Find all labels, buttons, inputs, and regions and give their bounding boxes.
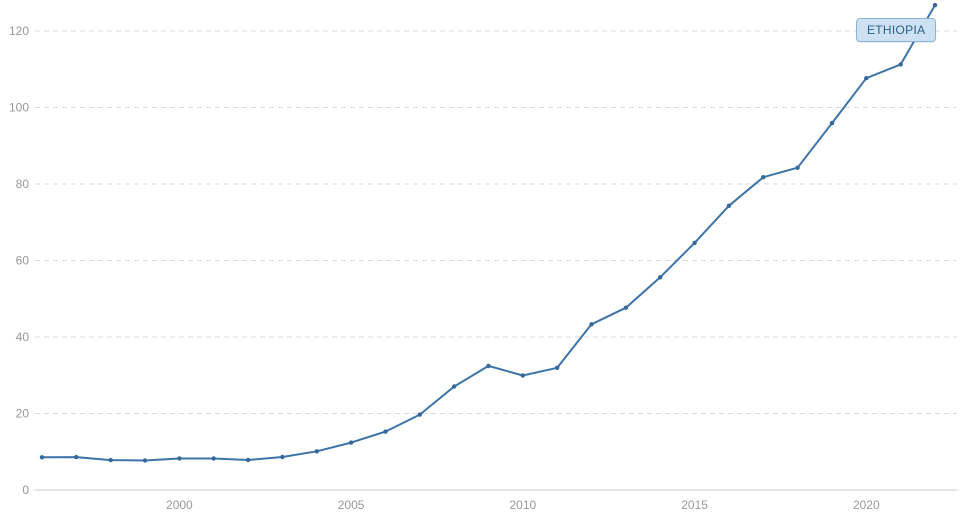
data-point[interactable] bbox=[829, 120, 835, 126]
data-point[interactable] bbox=[761, 175, 766, 180]
data-point[interactable] bbox=[486, 363, 491, 369]
data-point[interactable] bbox=[39, 455, 45, 460]
y-tick-label: 100 bbox=[9, 101, 29, 115]
data-point[interactable] bbox=[589, 322, 594, 327]
y-tick-label: 120 bbox=[9, 24, 29, 38]
data-line-ethiopia[interactable] bbox=[41, 4, 936, 462]
data-point[interactable] bbox=[177, 456, 182, 461]
data-point[interactable] bbox=[74, 454, 79, 460]
data-point[interactable] bbox=[795, 165, 800, 170]
y-tick-label: 20 bbox=[16, 407, 30, 421]
y-tick-label: 80 bbox=[16, 177, 30, 191]
data-point[interactable] bbox=[383, 429, 388, 434]
data-point[interactable] bbox=[692, 240, 697, 246]
series-label-badge[interactable]: ETHIOPIA bbox=[856, 18, 937, 42]
data-point[interactable] bbox=[520, 373, 525, 378]
x-tick-label: 2000 bbox=[166, 498, 193, 512]
data-point[interactable] bbox=[314, 449, 319, 454]
data-point[interactable] bbox=[142, 458, 148, 463]
y-tick-label: 40 bbox=[16, 330, 30, 344]
x-tick-label: 2015 bbox=[681, 498, 708, 512]
data-point[interactable] bbox=[108, 457, 113, 463]
x-tick-label: 2005 bbox=[338, 498, 365, 512]
data-point[interactable] bbox=[726, 203, 732, 208]
x-tick-label: 2020 bbox=[853, 498, 880, 512]
x-tick-label: 2010 bbox=[509, 498, 536, 512]
data-point[interactable] bbox=[211, 456, 216, 461]
data-point[interactable] bbox=[452, 384, 457, 389]
data-point[interactable] bbox=[348, 440, 354, 445]
y-tick-label: 60 bbox=[16, 254, 30, 268]
data-point[interactable] bbox=[417, 412, 422, 417]
y-tick-label: 0 bbox=[22, 483, 29, 497]
data-point[interactable] bbox=[623, 305, 629, 310]
data-point[interactable] bbox=[245, 457, 251, 463]
data-point[interactable] bbox=[555, 365, 560, 370]
data-point[interactable] bbox=[864, 76, 869, 81]
data-point[interactable] bbox=[932, 2, 938, 8]
data-point[interactable] bbox=[280, 454, 285, 460]
data-point[interactable] bbox=[658, 275, 663, 280]
data-point[interactable] bbox=[898, 62, 903, 67]
